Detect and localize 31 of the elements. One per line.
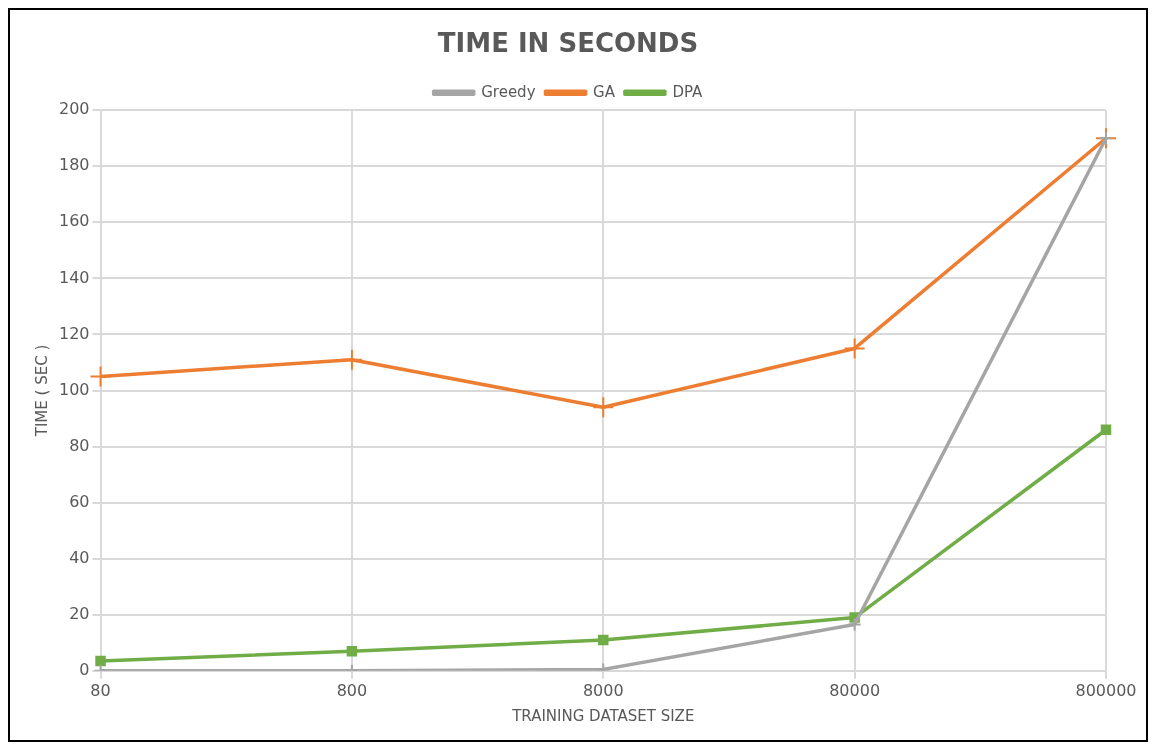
- x-tick-label: 8000: [582, 680, 624, 700]
- x-tick-label: 800: [336, 680, 368, 700]
- point: [847, 617, 862, 632]
- y-tick-label: 140: [58, 267, 90, 287]
- legend-label: DPA: [672, 82, 704, 101]
- point: [346, 645, 358, 657]
- y-tick-label: 0: [79, 659, 90, 679]
- point: [340, 348, 363, 371]
- y-tick-label: 120: [58, 323, 90, 343]
- point: [89, 365, 112, 388]
- point: [598, 634, 609, 646]
- legend-label: Greedy: [481, 82, 536, 101]
- y-tick-label: 80: [69, 435, 90, 455]
- y-tick-label: 200: [58, 99, 90, 119]
- point: [95, 655, 106, 667]
- point: [1100, 424, 1112, 435]
- x-tick-label: 800000: [1075, 680, 1137, 700]
- y-tick-label: 20: [69, 603, 90, 623]
- x-tick-label: 80: [90, 680, 111, 700]
- x-axis-title: TRAINING DATASET SIZE: [511, 706, 695, 725]
- point: [843, 337, 866, 360]
- x-tick-label: 80000: [829, 680, 881, 700]
- y-axis-title: TIME ( SEC ): [32, 344, 51, 438]
- point: [592, 396, 615, 419]
- y-tick-label: 40: [69, 547, 90, 567]
- y-tick-label: 100: [58, 379, 90, 399]
- y-tick-label: 160: [58, 211, 90, 231]
- y-tick-label: 180: [58, 155, 90, 175]
- chart-title: TIME IN SECONDS: [437, 28, 699, 59]
- y-tick-label: 60: [69, 491, 90, 511]
- legend-label: GA: [593, 82, 616, 101]
